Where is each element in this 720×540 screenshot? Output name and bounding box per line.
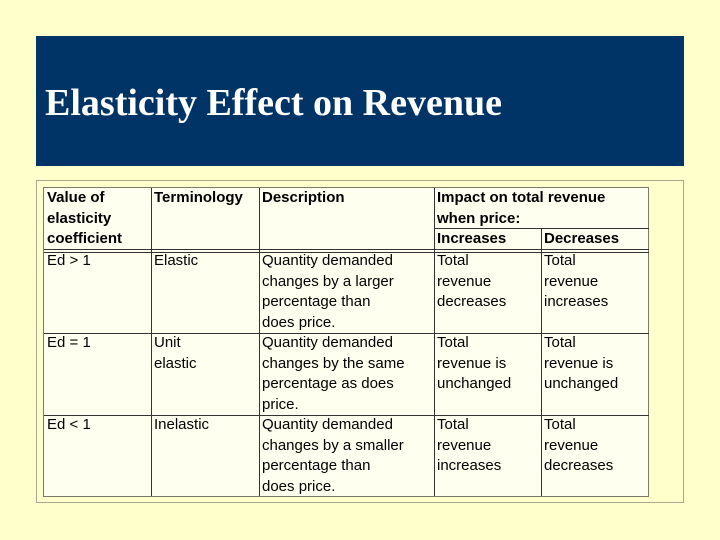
header-value: Value of elasticity coefficient (47, 189, 123, 247)
grid-line-h-subheader (434, 228, 649, 229)
header-description: Description (262, 189, 345, 206)
title-bar: Elasticity Effect on Revenue (36, 36, 684, 166)
grid-line-h-row2 (44, 415, 649, 416)
row3-description: Quantity demanded changes by a smaller p… (262, 416, 404, 495)
row3-increases: Total revenue increases (437, 416, 502, 474)
grid-line-v4 (541, 229, 542, 496)
grid-line-h-row1 (44, 333, 649, 334)
header-increases: Increases (437, 230, 507, 247)
header-decreases: Decreases (544, 230, 620, 247)
row1-value: Ed > 1 (47, 252, 91, 269)
row2-terminology: Unit elastic (154, 334, 197, 372)
elasticity-table: Value of elasticity coefficient Terminol… (43, 187, 649, 497)
header-terminology: Terminology (154, 189, 243, 206)
row3-decreases: Total revenue decreases (544, 416, 614, 474)
row1-terminology: Elastic (154, 252, 199, 269)
grid-line-v2 (259, 188, 260, 496)
row2-description: Quantity demanded changes by the same pe… (262, 334, 405, 413)
grid-line-h-header-2 (44, 252, 649, 253)
grid-line-v1 (151, 188, 152, 496)
header-impact: Impact on total revenue when price: (437, 189, 606, 227)
table-frame: Value of elasticity coefficient Terminol… (36, 180, 684, 503)
row3-value: Ed < 1 (47, 416, 91, 433)
grid-line-h-header-1 (44, 249, 649, 250)
row2-value: Ed = 1 (47, 334, 91, 351)
grid-line-v3 (434, 188, 435, 496)
row2-increases: Total revenue is unchanged (437, 334, 512, 392)
row1-description: Quantity demanded changes by a larger pe… (262, 252, 394, 331)
row1-decreases: Total revenue increases (544, 252, 609, 310)
slide-title: Elasticity Effect on Revenue (45, 82, 502, 124)
row3-terminology: Inelastic (154, 416, 210, 433)
row1-increases: Total revenue decreases (437, 252, 507, 310)
row2-decreases: Total revenue is unchanged (544, 334, 619, 392)
